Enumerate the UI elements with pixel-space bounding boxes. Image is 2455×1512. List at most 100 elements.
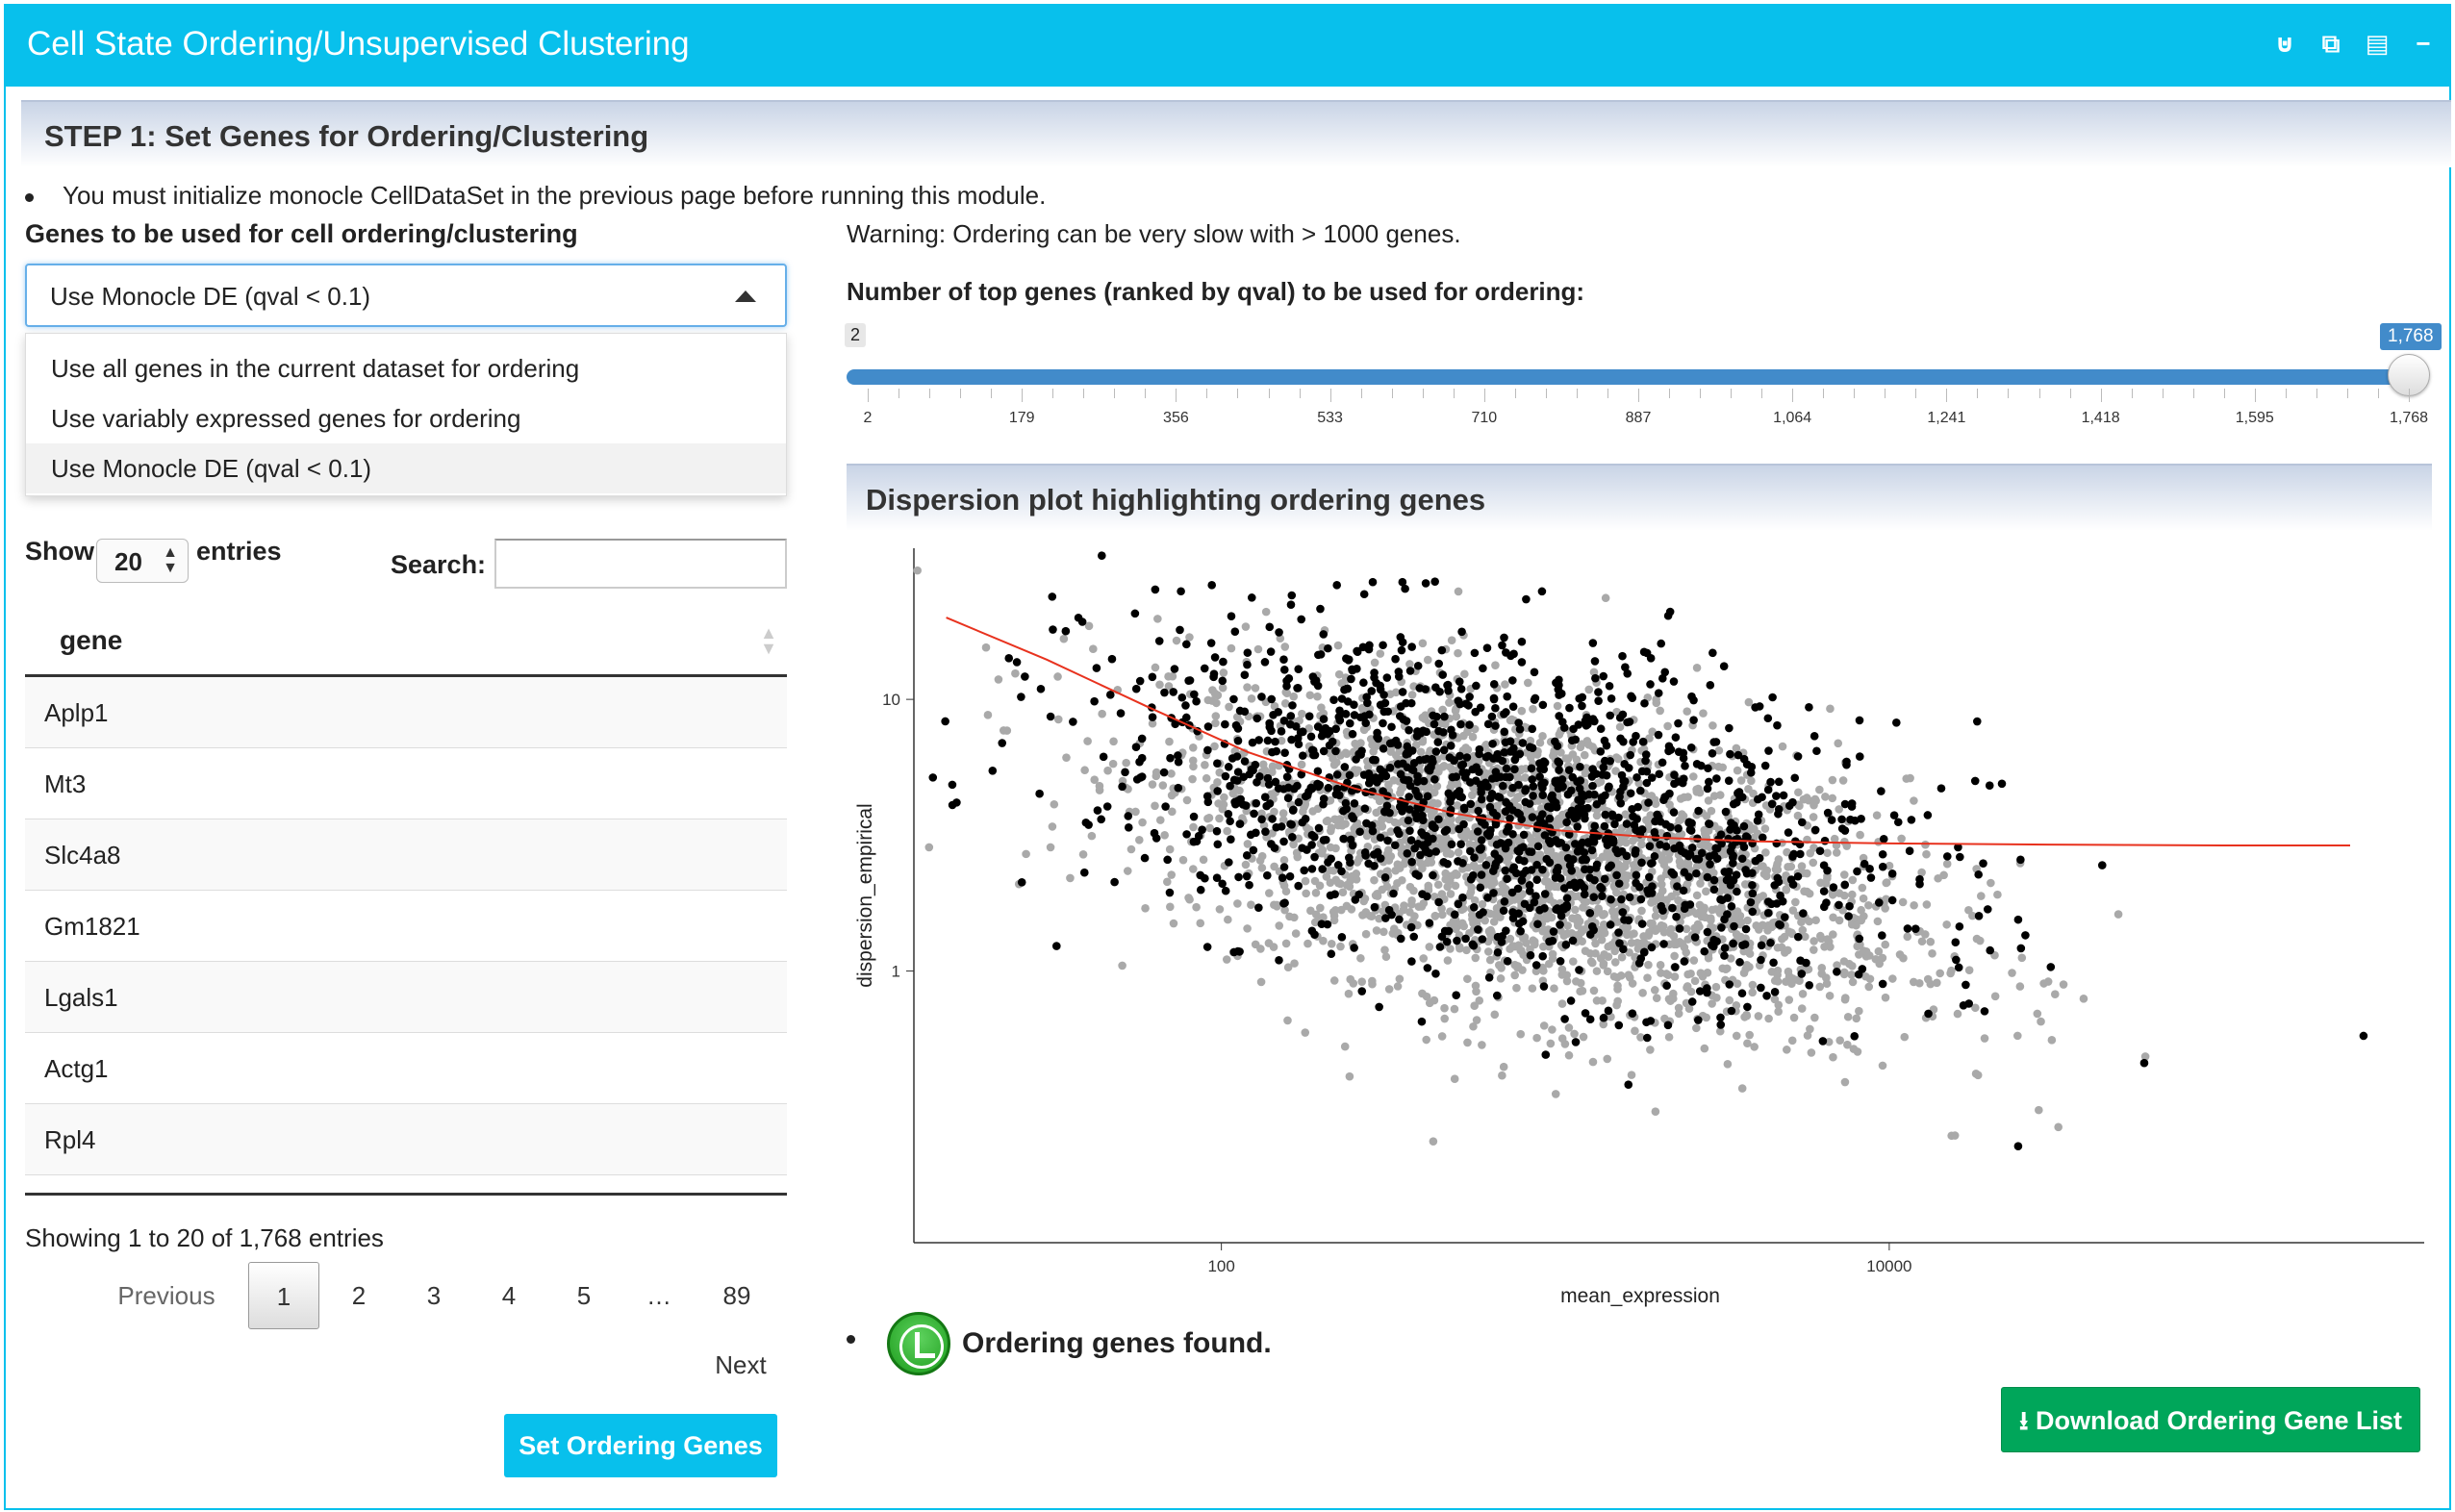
scatter-point xyxy=(1280,748,1289,757)
scatter-point xyxy=(1754,810,1763,819)
scatter-point xyxy=(1017,693,1025,701)
scatter-point xyxy=(1578,937,1587,946)
slider-tick xyxy=(1329,389,1331,402)
scatter-point xyxy=(1352,875,1361,884)
scatter-point xyxy=(1368,826,1378,836)
pager-page-1[interactable]: 1 xyxy=(248,1262,319,1329)
scatter-point xyxy=(1776,920,1784,930)
scatter-point xyxy=(1478,1041,1486,1049)
download-ordering-gene-list-button[interactable]: ⭳ Download Ordering Gene List xyxy=(2001,1387,2420,1452)
table-row[interactable]: Rpl4 xyxy=(25,1104,787,1175)
scatter-point xyxy=(1714,745,1724,755)
scatter-point xyxy=(1243,924,1252,933)
scatter-point xyxy=(2037,1017,2045,1026)
scatter-point xyxy=(1303,845,1311,854)
table-body: Aplp1 Mt3 Slc4a8 Gm1821 Lgals1 Actg1 Rpl… xyxy=(25,677,787,1175)
scatter-point xyxy=(1607,693,1616,703)
scatter-point xyxy=(1446,945,1455,953)
scatter-point xyxy=(1513,962,1523,970)
scatter-point xyxy=(1540,890,1550,898)
scatter-point xyxy=(1763,909,1773,918)
table-row[interactable]: Actg1 xyxy=(25,1033,787,1104)
slider-track[interactable] xyxy=(847,369,2413,385)
scatter-point xyxy=(1670,938,1680,947)
scatter-point xyxy=(1606,920,1615,929)
scatter-point xyxy=(1791,897,1800,907)
scatter-point xyxy=(1508,908,1517,917)
save-icon[interactable]: ▤ xyxy=(2365,29,2390,58)
pager-page-2[interactable]: 2 xyxy=(351,1281,367,1310)
scatter-point xyxy=(1743,1039,1752,1048)
scatter-point xyxy=(1822,898,1831,907)
scatter-point xyxy=(1900,1032,1910,1042)
scatter-point xyxy=(1607,895,1615,904)
table-row[interactable]: Mt3 xyxy=(25,748,787,819)
scatter-point xyxy=(1809,858,1818,868)
table-row[interactable]: Gm1821 xyxy=(25,891,787,962)
scatter-point xyxy=(1624,916,1633,925)
scatter-point xyxy=(1797,918,1806,927)
table-row[interactable]: Slc4a8 xyxy=(25,819,787,891)
table-row[interactable]: Lgals1 xyxy=(25,962,787,1033)
scatter-point xyxy=(1461,699,1471,708)
pager-previous[interactable]: Previous xyxy=(117,1281,215,1310)
scatter-point xyxy=(1102,802,1112,811)
scatter-point xyxy=(1623,668,1632,678)
scatter-point xyxy=(1759,892,1767,900)
scatter-point xyxy=(1508,676,1517,685)
scatter-point xyxy=(1350,711,1359,719)
scatter-point xyxy=(1468,765,1478,774)
search-input[interactable] xyxy=(494,539,787,589)
scatter-point xyxy=(1708,748,1717,758)
pager-page-5[interactable]: 5 xyxy=(576,1281,592,1310)
scatter-point xyxy=(1165,844,1175,854)
pager-page-89[interactable]: 89 xyxy=(722,1281,751,1310)
option-all-genes[interactable]: Use all genes in the current dataset for… xyxy=(51,354,580,383)
copy-icon[interactable]: ⧉ xyxy=(2321,29,2341,58)
genes-select[interactable]: Use Monocle DE (qval < 0.1) xyxy=(25,264,787,327)
pager-page-3[interactable]: 3 xyxy=(426,1281,442,1310)
scatter-point xyxy=(1477,836,1486,844)
option-variable-genes[interactable]: Use variably expressed genes for orderin… xyxy=(51,404,521,433)
scatter-point xyxy=(1419,776,1429,786)
scatter-point xyxy=(1450,1004,1459,1014)
pager-page-4[interactable]: 4 xyxy=(501,1281,517,1310)
scatter-point xyxy=(1257,809,1266,819)
scatter-point xyxy=(1510,970,1519,980)
table-header[interactable]: gene ▲ ▼ xyxy=(25,606,787,677)
set-ordering-genes-button[interactable]: Set Ordering Genes xyxy=(504,1414,777,1477)
slider-tick xyxy=(1237,389,1239,398)
scatter-point xyxy=(1219,657,1228,667)
scatter-point xyxy=(1429,1137,1438,1146)
scatter-point xyxy=(1478,935,1487,944)
scatter-point xyxy=(1658,880,1666,889)
scatter-point xyxy=(1332,581,1342,590)
scatter-point xyxy=(1302,889,1310,898)
scatter-point xyxy=(1222,955,1231,964)
scatter-point xyxy=(1711,905,1720,914)
scatter-point xyxy=(1510,765,1519,774)
entries-select[interactable]: 20 ▲ ▼ xyxy=(96,539,189,583)
minimize-icon[interactable]: − xyxy=(2416,29,2431,58)
scatter-point xyxy=(1557,1034,1567,1044)
scatter-point xyxy=(1491,819,1501,829)
scatter-point xyxy=(2016,855,2025,865)
scatter-point xyxy=(1465,693,1474,701)
scatter-point xyxy=(1718,763,1728,772)
scatter-point xyxy=(1655,769,1664,779)
table-row[interactable]: Aplp1 xyxy=(25,677,787,748)
scatter-point xyxy=(1613,754,1623,764)
plug-icon[interactable]: ⊍ xyxy=(2274,29,2295,58)
scatter-point xyxy=(1582,764,1591,772)
option-monocle-de[interactable]: Use Monocle DE (qval < 0.1) xyxy=(26,443,786,493)
slider-tick xyxy=(1885,389,1886,398)
scatter-point xyxy=(1689,956,1699,965)
scatter-point xyxy=(1401,856,1410,865)
scatter-point xyxy=(1517,637,1527,646)
scatter-point xyxy=(941,717,949,726)
scatter-point xyxy=(1797,970,1807,978)
pager-next[interactable]: Next xyxy=(715,1350,767,1379)
scatter-point xyxy=(1707,916,1715,925)
scatter-point xyxy=(1474,925,1482,934)
column-gene[interactable]: gene xyxy=(60,625,123,655)
